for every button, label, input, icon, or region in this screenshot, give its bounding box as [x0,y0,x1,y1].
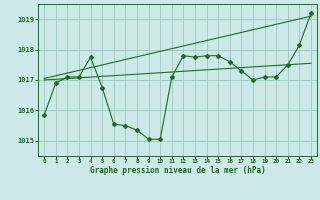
X-axis label: Graphe pression niveau de la mer (hPa): Graphe pression niveau de la mer (hPa) [90,166,266,175]
